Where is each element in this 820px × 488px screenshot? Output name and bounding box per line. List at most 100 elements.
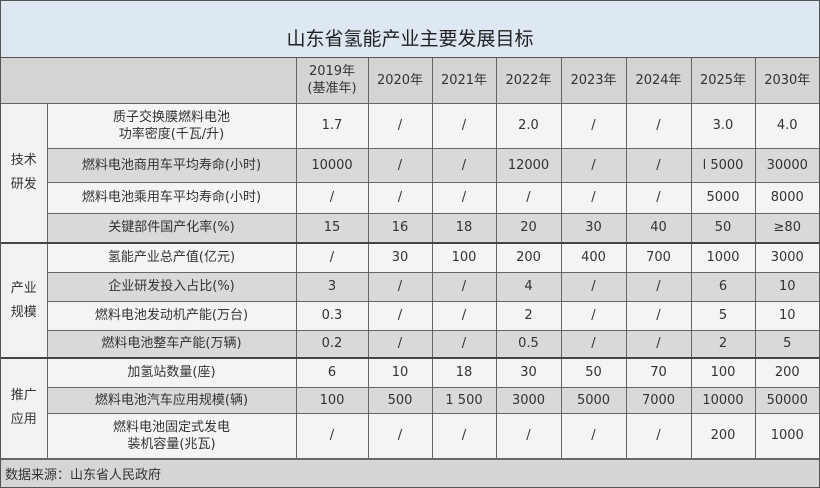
value-cell: / [367, 271, 433, 302]
header-blank [1, 58, 297, 104]
metric-label: 氢能产业总产值(亿元) [46, 242, 297, 273]
value-cell: / [625, 102, 692, 149]
value-cell: 16 [367, 212, 433, 244]
value-cell: 2.0 [495, 102, 562, 149]
category-label: 产业 规模 [1, 242, 48, 359]
value-cell: 50 [560, 357, 627, 388]
value-cell: 50 [690, 212, 756, 244]
value-cell: / [431, 412, 497, 459]
value-cell: 10000 [295, 147, 369, 183]
value-cell: 2 [690, 329, 756, 359]
table-row: 推广 应用 加氢站数量(座) 6 10 18 30 50 70 100 200 [1, 357, 819, 459]
table-row: 燃料电池整车产能(万辆) 0.2//0.5//2 5 [1, 329, 819, 359]
value-cell: 30 [367, 242, 433, 273]
value-cell: / [431, 102, 497, 149]
value-cell: / [560, 300, 627, 331]
value-cell: / [367, 329, 433, 359]
value-cell: 200 [754, 357, 819, 388]
value-cell: 15 [295, 212, 369, 244]
column-header: 2023年 [560, 58, 627, 104]
value-cell: 4.0 [754, 102, 819, 149]
header-row: 2019年 (基准年) 2020年 2021年 2022年 2023年 2024年 2025… [1, 58, 819, 104]
source-note: 数据来源：山东省人民政府 [1, 458, 819, 487]
value-cell: 10000 [690, 386, 756, 414]
value-cell: 10 [754, 300, 819, 331]
value-cell: / [295, 242, 369, 273]
value-cell: 6 [690, 271, 756, 302]
column-header: 2025年 [690, 58, 756, 104]
table-row: 燃料电池乘用车平均寿命(小时) / / / / //5000 8000 [1, 181, 819, 214]
metric-label: 燃料电池乘用车平均寿命(小时) [47, 181, 297, 214]
value-cell: / [625, 271, 692, 302]
value-cell: / [431, 300, 497, 331]
value-cell: 10 [754, 271, 819, 302]
metric-label: 加氢站数量(座) [46, 357, 297, 388]
metric-label: 燃料电池商用车平均寿命(小时) [47, 147, 297, 183]
value-cell: 3000 [495, 386, 562, 414]
value-cell: / [431, 271, 497, 302]
category-label: 推广 应用 [1, 357, 48, 459]
value-cell: 1000 [690, 242, 756, 273]
value-cell: 700 [625, 242, 692, 273]
value-cell: / [560, 181, 627, 214]
metric-label: 燃料电池固定式发电 装机容量(兆瓦) [47, 412, 297, 459]
value-cell: / [625, 412, 692, 459]
value-cell: / [625, 329, 692, 359]
value-cell: / [431, 181, 497, 214]
value-cell: / [431, 147, 497, 183]
table-row: 企业研发投入占比(%) 3//4//6 10 [1, 271, 819, 302]
value-cell: 3000 [754, 242, 819, 273]
targets-table: 2019年 (基准年) 2020年 2021年 2022年 2023年 2024年 2025… [1, 58, 819, 459]
value-cell: 0.2 [295, 329, 369, 359]
value-cell: 1 500 [431, 386, 497, 414]
value-cell: 20 [495, 212, 562, 244]
value-cell: / [560, 329, 627, 359]
value-cell: 500 [367, 386, 433, 414]
value-cell: / [625, 300, 692, 331]
value-cell: 0.5 [495, 329, 562, 359]
column-header: 2024年 [625, 58, 692, 104]
table-row: 燃料电池发动机产能(万台) 0.3//2//5 10 [1, 300, 819, 331]
value-cell: 100 [431, 242, 497, 273]
value-cell: / [295, 181, 369, 214]
value-cell: 100 [690, 357, 756, 388]
metric-label: 关键部件国产化率(%) [47, 212, 297, 244]
value-cell: 7000 [625, 386, 692, 414]
table-row: 燃料电池固定式发电 装机容量(兆瓦) / / / / //200 1000 [1, 412, 819, 459]
table-row: 关键部件国产化率(%) 15 16 18 20 30 40 50 ≥80 [1, 212, 819, 244]
value-cell: / [560, 412, 627, 459]
value-cell: 400 [560, 242, 627, 273]
value-cell: / [495, 181, 562, 214]
metric-label: 企业研发投入占比(%) [47, 271, 297, 302]
value-cell: 5 [754, 329, 819, 359]
value-cell: / [367, 300, 433, 331]
value-cell: 30000 [754, 147, 819, 183]
value-cell: / [295, 412, 369, 459]
table-row: 技术 研发 质子交换膜燃料电池 功率密度(千瓦/升) 1.7//2.0//3.0 4.… [1, 102, 819, 244]
value-cell: / [625, 147, 692, 183]
value-cell: 3.0 [690, 102, 756, 149]
column-header: 2020年 [367, 58, 433, 104]
value-cell: 5 [690, 300, 756, 331]
value-cell: 6 [295, 357, 369, 388]
value-cell: 70 [625, 357, 692, 388]
category-label: 技术 研发 [1, 102, 48, 244]
column-header: 2030年 [754, 58, 819, 104]
value-cell: 12000 [495, 147, 562, 183]
value-cell: 30 [560, 212, 627, 244]
value-cell: 200 [690, 412, 756, 459]
table-row: 产业 规模 氢能产业总产值(亿元)/30 100 200 400 700 1000 3000 [1, 242, 819, 359]
column-header: 2019年 (基准年) [295, 58, 369, 104]
value-cell: 3 [295, 271, 369, 302]
value-cell: 5000 [560, 386, 627, 414]
value-cell: ≥80 [754, 212, 819, 244]
value-cell: / [560, 147, 627, 183]
value-cell: 1.7 [295, 102, 369, 149]
value-cell: 100 [295, 386, 369, 414]
metric-label: 燃料电池整车产能(万辆) [47, 329, 297, 359]
value-cell: 10 [367, 357, 433, 388]
value-cell: 4 [495, 271, 562, 302]
value-cell: / [367, 412, 433, 459]
value-cell: 30 [495, 357, 562, 388]
